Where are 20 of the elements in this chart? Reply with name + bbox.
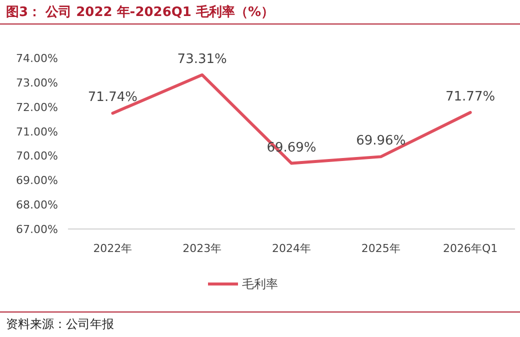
x-tick-label: 2026年Q1 bbox=[442, 242, 498, 255]
text: 资料来源：公司年报 bbox=[6, 317, 114, 331]
x-tick-label: 2025年 bbox=[361, 242, 400, 255]
title: 图3： 公司 2022 年-2026Q1 毛利率（%） bbox=[6, 5, 274, 20]
y-tick-label: 69.00% bbox=[16, 174, 58, 188]
legend-label: 毛利率 bbox=[242, 277, 278, 291]
y-tick-label: 72.00% bbox=[16, 100, 58, 114]
data-label: 73.31% bbox=[177, 52, 227, 67]
y-tick-label: 74.00% bbox=[16, 52, 58, 65]
y-tick-label: 71.00% bbox=[16, 125, 58, 138]
data-label: 71.77% bbox=[446, 89, 496, 104]
y-tick-label: 73.00% bbox=[16, 76, 58, 90]
y-tick-label: 67.00% bbox=[16, 223, 58, 236]
x-tick-label: 2022年 bbox=[93, 242, 132, 255]
x-tick-label: 2024年 bbox=[272, 242, 311, 255]
data-label: 71.74% bbox=[88, 90, 138, 106]
y-tick-label: 70.00% bbox=[16, 150, 58, 163]
x-tick-label: 2023年 bbox=[182, 242, 222, 255]
data-label: 69.96% bbox=[356, 134, 406, 149]
y-tick-label: 68.00% bbox=[16, 198, 58, 212]
